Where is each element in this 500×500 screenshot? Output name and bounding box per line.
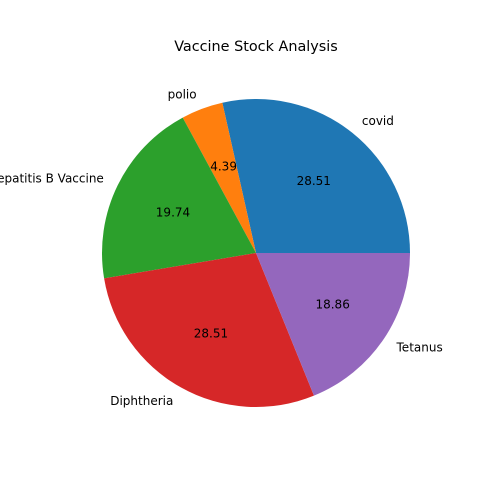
value-label-tetanus: 18.86: [315, 298, 349, 312]
pie-slices: [101, 99, 410, 408]
value-label-diphtheria: 28.51: [194, 327, 228, 341]
slice-labels: covid polio Hepatitis B Vaccine Diphtheria T…: [0, 87, 443, 408]
value-label-polio: 4.39: [210, 159, 237, 173]
pie-slice-hepatitis-b-vaccine: [101, 117, 256, 279]
chart-title: Vaccine Stock Analysis: [174, 39, 338, 55]
slice-label-polio: polio: [168, 87, 197, 101]
slice-label-tetanus: Tetanus: [396, 341, 443, 355]
pie-slice-diphtheria: [104, 253, 314, 408]
slice-label-hepatitis-b-vaccine: Hepatitis B Vaccine: [0, 172, 104, 186]
slice-label-diphtheria: Diphtheria: [110, 394, 173, 408]
percentage-labels: 28.51 4.39 19.74 28.51 18.86: [156, 159, 350, 340]
value-label-hepatitis-b-vaccine: 19.74: [156, 205, 190, 219]
pie-slice-polio: [182, 102, 256, 253]
pie-slice-tetanus: [256, 253, 410, 396]
slice-label-covid: covid: [362, 114, 394, 128]
value-label-covid: 28.51: [297, 174, 331, 188]
pie-slice-covid: [222, 99, 410, 253]
